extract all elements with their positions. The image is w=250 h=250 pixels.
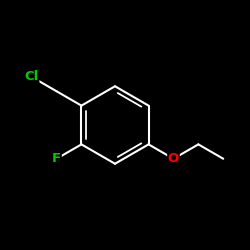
Text: O: O [168,152,179,165]
Text: Cl: Cl [24,70,39,84]
Text: F: F [52,152,61,165]
